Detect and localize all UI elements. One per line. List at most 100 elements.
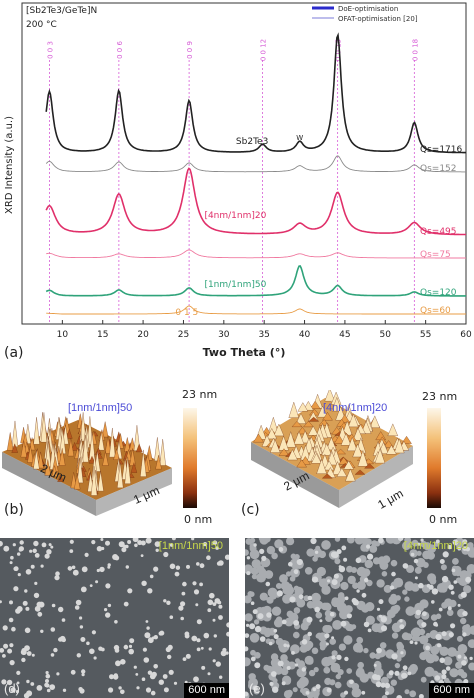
sem-grain [366,544,371,549]
sem-grain [449,668,459,678]
sem-grain [215,661,221,667]
sem-grain [414,641,418,645]
afm-feature [253,433,264,443]
afm-side-right [96,468,172,516]
sem-grain [329,611,335,617]
sem-grain [3,545,10,552]
series-q-label: Qs=60 [420,306,451,316]
sem-grain [81,673,85,677]
sem-grain [286,666,291,670]
sem-grain [245,595,252,604]
sem-grain [69,539,74,544]
afm-feature [369,415,380,428]
sem-grain [45,671,49,675]
afm-feature [348,413,359,428]
xrd-series-line [45,167,466,236]
sem-sample-label: [1nm/1nm]50 [158,540,223,552]
sem-grain [10,555,14,560]
afm-side-front [2,452,96,516]
sem-grain [145,687,152,693]
sem-grain [91,540,96,545]
sem-grain [58,637,63,642]
sem-grain [346,668,353,674]
sem-grain [450,623,456,629]
sem-grain [444,598,453,607]
sem-grain [269,681,274,686]
afm-feature [316,458,327,474]
sem-grain [289,576,296,582]
sem-grain [418,582,424,589]
afm-feature [308,416,320,422]
sem-grain [140,540,146,546]
sem-grain [463,585,472,594]
sem-grain [207,608,212,613]
sem-grain [410,628,419,637]
sem-grain [26,679,30,684]
sem-grain [346,565,353,573]
sem-grain [413,558,419,564]
sem-grain [32,548,37,553]
sem-grain [203,632,210,639]
sem-grain [461,660,467,666]
sem-grain [456,635,463,642]
scale-bar-label: 600 nm [188,684,225,696]
sem-grain [146,626,150,630]
sem-grain [199,563,205,569]
sem-grain [180,601,186,607]
sem-grain [0,600,2,604]
sem-grain [343,635,353,645]
sem-grain [212,659,216,663]
sem-grain [448,632,454,638]
sem-grain [12,543,16,547]
sem-grain [136,686,140,690]
sem-grain [404,538,411,544]
sem-grain [118,541,125,548]
sem-grain [345,623,353,632]
sem-grain [296,598,306,608]
x-tick-label: 50 [380,330,392,340]
sem-grain [155,548,159,552]
sem-grain [212,540,218,545]
sem-grain [399,619,403,623]
afm-feature [293,431,305,445]
sem-grain [425,645,430,651]
sem-grain [381,695,388,698]
sem-grain [423,542,432,551]
afm-feature [130,462,138,473]
sem-grain [101,546,105,551]
sem-grain [144,632,151,639]
sem-grain [71,565,76,570]
sem-grain [273,618,283,628]
sem-grain [354,538,364,545]
sem-grain [332,620,342,630]
afm-feature [7,432,14,451]
afm-feature [278,448,290,456]
sem-grain [86,641,90,646]
sem-grain [327,579,331,583]
sem-grain [402,541,411,551]
sem-grain [452,558,459,565]
sem-grain [311,647,319,655]
sem-grain [335,673,341,680]
afm-feature [88,455,96,464]
sem-grain [305,691,310,695]
sem-grain [273,628,278,633]
sem-grain [8,617,14,623]
sem-grain [376,579,385,588]
sem-grain [343,690,349,695]
sem-grain [369,544,378,553]
series-q-label: Qs=1716 [420,145,462,155]
sem-grain [118,686,122,690]
sem-grain [79,616,83,620]
sem-grain [373,663,377,667]
sem-grain [70,669,76,675]
sem-grain [425,632,431,639]
afm-feature [109,427,116,458]
sem-grain [58,606,64,613]
sem-grain [324,677,332,685]
sem-grain [438,607,443,612]
sem-grain [440,564,447,571]
x-tick-label: 15 [97,330,108,340]
sem-grain [212,618,216,622]
afm-feature [333,434,345,444]
